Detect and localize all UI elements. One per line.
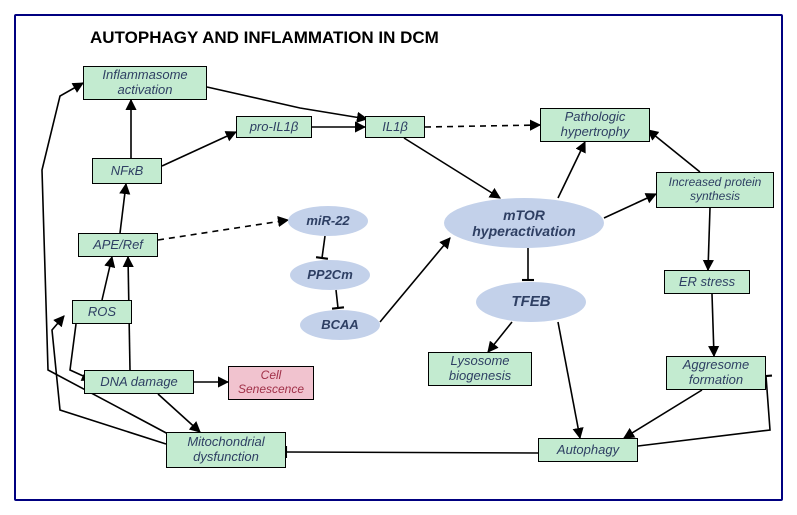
node-mito: Mitochondrialdysfunction: [166, 432, 286, 468]
node-ape: APE/Ref: [78, 233, 158, 257]
node-proil1b: pro-IL1β: [236, 116, 312, 138]
node-mir22: miR-22: [288, 206, 368, 236]
node-bcaa: BCAA: [300, 310, 380, 340]
node-il1b: IL1β: [365, 116, 425, 138]
node-pathhyp: Pathologichypertrophy: [540, 108, 650, 142]
node-dna: DNA damage: [84, 370, 194, 394]
node-aggresome: Aggresomeformation: [666, 356, 766, 390]
node-cellsen: CellSenescence: [228, 366, 314, 400]
diagram-title: AUTOPHAGY AND INFLAMMATION IN DCM: [90, 28, 439, 48]
node-mtor: mTORhyperactivation: [444, 198, 604, 248]
node-ros: ROS: [72, 300, 132, 324]
node-inflammasome: Inflammasomeactivation: [83, 66, 207, 100]
node-lysobio: Lysosomebiogenesis: [428, 352, 532, 386]
node-incprot: Increased proteinsynthesis: [656, 172, 774, 208]
node-autophagy: Autophagy: [538, 438, 638, 462]
diagram-stage: AUTOPHAGY AND INFLAMMATION IN DCM Inflam…: [0, 0, 797, 515]
node-tfeb: TFEB: [476, 282, 586, 322]
node-pp2cm: PP2Cm: [290, 260, 370, 290]
node-nfkb: NFκB: [92, 158, 162, 184]
node-erstress: ER stress: [664, 270, 750, 294]
